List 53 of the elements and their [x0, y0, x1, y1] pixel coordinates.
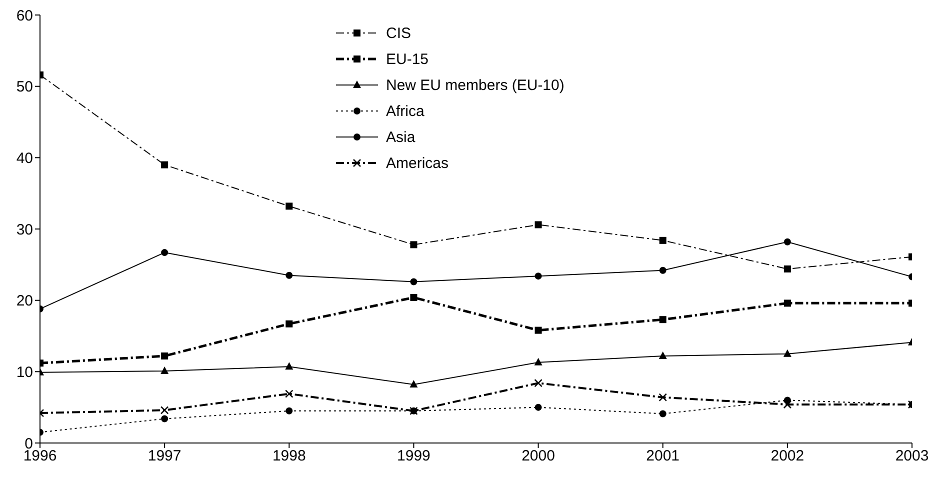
- legend-label: Asia: [386, 128, 416, 146]
- x-tick-label: 2003: [895, 448, 929, 465]
- point: [784, 300, 791, 307]
- point: [784, 265, 791, 272]
- point: [410, 294, 418, 301]
- point: [658, 351, 667, 359]
- point: [659, 316, 666, 324]
- point: [783, 400, 792, 409]
- point: [534, 326, 542, 334]
- y-tick-label: 30: [16, 221, 33, 238]
- point: [659, 410, 666, 418]
- point: [160, 366, 169, 374]
- point: [410, 380, 418, 388]
- legend-label: CIS: [386, 24, 412, 42]
- point: [659, 266, 666, 274]
- x-tick-label: 1997: [148, 448, 182, 465]
- point: [783, 349, 792, 357]
- point: [286, 407, 293, 414]
- point: [534, 404, 542, 411]
- legend-label: Africa: [386, 102, 424, 120]
- point: [286, 202, 293, 210]
- point: [659, 236, 666, 244]
- point: [410, 278, 418, 286]
- point: [534, 272, 542, 280]
- x-tick-label: 2000: [522, 448, 555, 465]
- legend-label: New EU members (EU-10): [386, 76, 564, 94]
- point: [534, 358, 542, 366]
- y-tick-label: 10: [16, 364, 33, 381]
- point: [286, 320, 293, 328]
- point: [534, 221, 542, 228]
- point: [161, 415, 168, 422]
- legend-label: Americas: [386, 154, 449, 172]
- point: [161, 352, 168, 360]
- point: [285, 362, 294, 370]
- point: [161, 249, 168, 256]
- point: [784, 238, 791, 246]
- y-tick-label: 50: [16, 78, 33, 96]
- point: [534, 378, 542, 388]
- x-tick-label: 2002: [770, 448, 804, 465]
- x-tick-label: 1996: [23, 448, 57, 465]
- legend-label: EU-15: [386, 50, 429, 68]
- point: [286, 272, 293, 279]
- y-tick-label: 20: [16, 292, 33, 310]
- point: [284, 390, 294, 398]
- point: [160, 406, 169, 414]
- x-tick-label: 1999: [397, 448, 430, 465]
- point: [658, 393, 668, 402]
- y-tick-label: 40: [16, 150, 33, 167]
- x-tick-label: 2001: [646, 448, 680, 465]
- x-tick-label: 1998: [272, 448, 306, 465]
- y-tick-label: 60: [16, 7, 33, 24]
- point: [161, 161, 168, 168]
- point: [410, 241, 418, 248]
